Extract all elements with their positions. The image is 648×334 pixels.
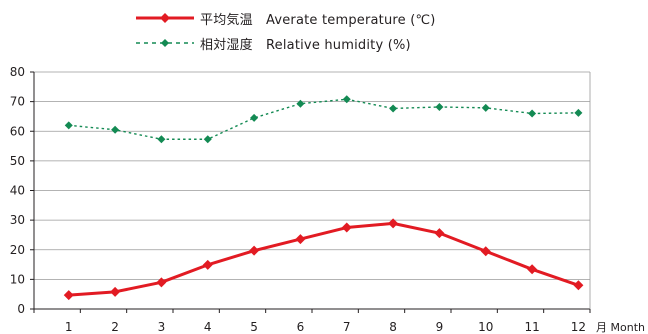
data-point <box>481 103 490 112</box>
x-tick-label: 3 <box>158 320 166 334</box>
series-lines <box>68 98 579 297</box>
data-point <box>249 245 260 256</box>
y-tick-label: 70 <box>10 95 25 109</box>
y-tick-labels: 0 10 20 30 40 50 60 70 80 <box>10 65 25 316</box>
data-point <box>528 109 537 118</box>
x-tick-labels: 1 2 3 4 5 6 7 8 9 10 11 12 <box>65 320 586 334</box>
x-tick-label: 4 <box>204 320 212 334</box>
y-tick-label: 10 <box>10 272 25 286</box>
data-point <box>388 218 399 229</box>
data-point <box>202 259 213 270</box>
y-tick-label: 80 <box>10 65 25 79</box>
data-point <box>480 246 491 257</box>
data-point <box>111 125 120 134</box>
gridlines <box>34 71 590 280</box>
x-tick-label: 1 <box>65 320 73 334</box>
legend-swatch-temperature <box>136 13 194 23</box>
data-point <box>342 95 351 104</box>
x-tick-label: 8 <box>389 320 397 334</box>
data-point <box>389 104 398 113</box>
y-tick-label: 20 <box>10 243 25 257</box>
data-point <box>296 99 305 108</box>
x-tick-label: 6 <box>297 320 305 334</box>
legend-label-humidity: 相対湿度 Relative humidity (%) <box>200 37 411 53</box>
x-tick-label: 12 <box>571 320 586 334</box>
x-tick-label: 10 <box>478 320 493 334</box>
series-line-0 <box>68 221 579 297</box>
data-point <box>250 113 259 122</box>
x-tick-label: 11 <box>524 320 539 334</box>
x-axis-label: 月 Month <box>596 321 645 334</box>
series-points <box>63 95 584 301</box>
data-point <box>295 234 306 245</box>
data-point <box>434 228 445 239</box>
data-point <box>203 135 212 144</box>
x-tick-label: 9 <box>436 320 444 334</box>
data-point <box>110 286 121 297</box>
legend-swatch-humidity <box>136 39 194 47</box>
legend-entry-humidity: 相対湿度 Relative humidity (%) <box>134 32 411 54</box>
y-tick-label: 30 <box>10 213 25 227</box>
y-tick-label: 40 <box>10 184 25 198</box>
x-tick-label: 7 <box>343 320 351 334</box>
data-point <box>341 222 352 233</box>
data-point <box>156 277 167 288</box>
data-point <box>157 135 166 144</box>
y-tick-label: 50 <box>10 154 25 168</box>
y-tick-label: 60 <box>10 124 25 138</box>
legend-entry-temperature: 平均気温 Averate temperature (℃) <box>134 7 436 29</box>
data-point <box>573 280 584 291</box>
x-tick-label: 2 <box>111 320 119 334</box>
legend-label-temperature: 平均気温 Averate temperature (℃) <box>200 12 436 28</box>
x-tick-label: 5 <box>250 320 258 334</box>
axes <box>30 71 591 313</box>
data-point <box>435 102 444 111</box>
data-point <box>574 108 583 117</box>
y-tick-label: 0 <box>17 302 25 316</box>
data-point <box>527 264 538 275</box>
data-point <box>64 121 73 130</box>
data-point <box>63 290 74 301</box>
series-line-1 <box>68 98 579 140</box>
